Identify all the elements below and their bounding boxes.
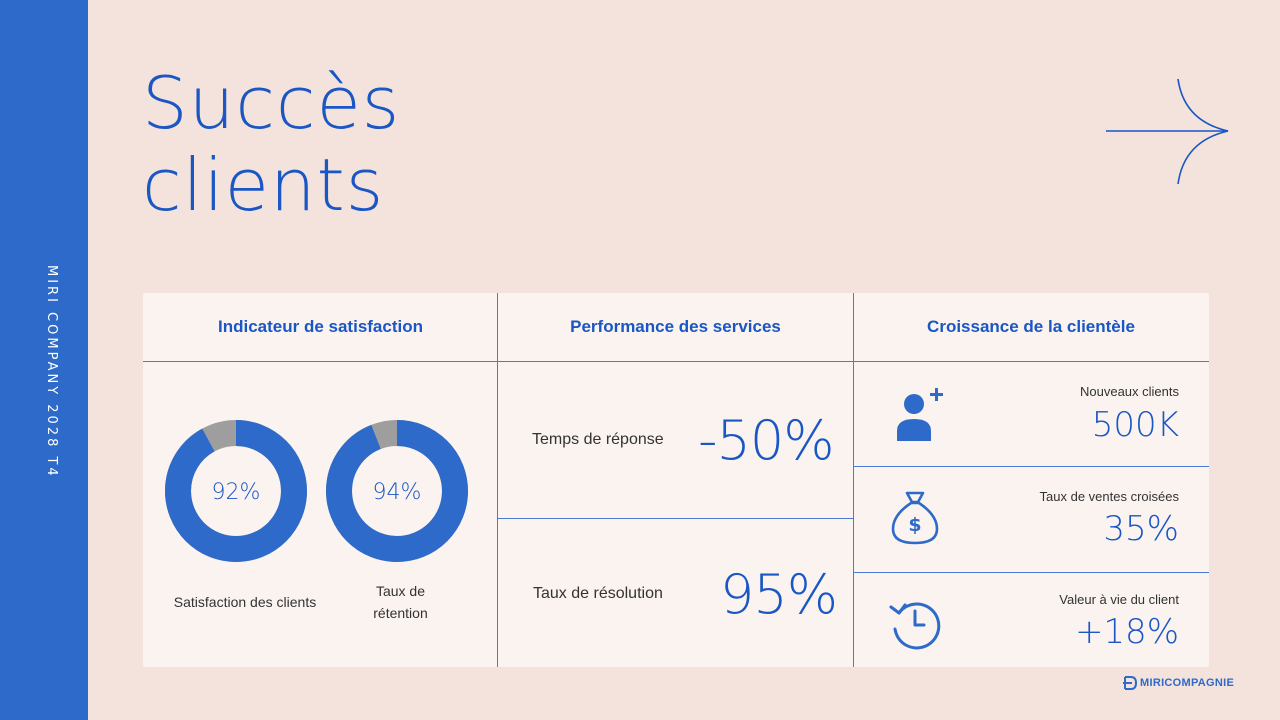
user-plus-icon xyxy=(897,388,943,441)
arrow-right-icon xyxy=(1106,78,1229,185)
growth-label-new-clients: Nouveaux clients xyxy=(1080,384,1179,399)
clock-history-icon xyxy=(889,602,941,650)
column-heading-performance: Performance des services xyxy=(570,317,781,336)
company-logo: MIRICOMPAGNIE xyxy=(1122,675,1234,691)
column-heading-satisfaction: Indicateur de satisfaction xyxy=(218,317,423,336)
page-title: Succès clients xyxy=(142,62,400,226)
row-divider xyxy=(853,466,1209,467)
column-divider xyxy=(853,293,854,667)
growth-label-cross-sell: Taux de ventes croisées xyxy=(1039,489,1179,504)
page-title-line-1: Succès xyxy=(142,61,401,145)
metric-label-response-time: Temps de réponse xyxy=(532,431,664,448)
kpi-table: Indicateur de satisfaction Performance d… xyxy=(143,293,1209,667)
donut-chart-retention xyxy=(326,420,468,562)
row-divider xyxy=(498,518,853,519)
page-title-line-2: clients xyxy=(142,143,385,227)
metric-label-resolution-rate: Taux de résolution xyxy=(533,585,663,602)
column-divider xyxy=(497,293,498,667)
metric-value-resolution-rate: 95% xyxy=(720,563,838,626)
growth-value-cross-sell: 35% xyxy=(1103,509,1179,549)
sidebar: MIRI COMPANY 2028 T4 xyxy=(0,0,88,720)
header-divider xyxy=(143,361,1209,362)
logo-text: MIRICOMPAGNIE xyxy=(1140,677,1235,689)
column-heading-growth: Croissance de la clientèle xyxy=(927,317,1135,336)
money-bag-icon: $ xyxy=(891,491,939,545)
growth-value-lifetime-value: +18% xyxy=(1074,612,1179,652)
donut-chart-satisfaction xyxy=(165,420,307,562)
donut-value-retention: 94% xyxy=(372,480,422,505)
growth-label-lifetime-value: Valeur à vie du client xyxy=(1059,592,1179,607)
donut-value-satisfaction: 92% xyxy=(211,480,261,505)
growth-value-new-clients: 500K xyxy=(1091,405,1179,445)
donut-label-retention: Taux de rétention xyxy=(373,583,428,621)
logo-mark-icon xyxy=(1123,676,1138,690)
sidebar-caption: MIRI COMPANY 2028 T4 xyxy=(44,265,59,479)
metric-value-response-time: -50% xyxy=(698,409,835,472)
svg-text:$: $ xyxy=(908,514,921,536)
row-divider xyxy=(853,572,1209,573)
donut-label-satisfaction: Satisfaction des clients xyxy=(173,594,317,610)
